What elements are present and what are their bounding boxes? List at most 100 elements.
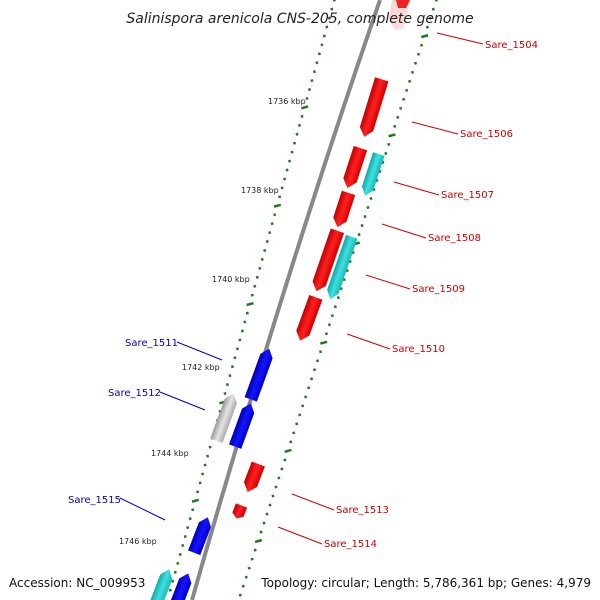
minor-tick <box>196 490 200 494</box>
minor-tick <box>280 467 284 471</box>
gene-arrow[interactable] <box>341 145 368 190</box>
minor-tick <box>293 141 297 145</box>
minor-tick <box>191 508 195 512</box>
minor-tick <box>255 275 259 279</box>
minor-tick <box>320 43 324 47</box>
map-title: Salinispora arenicola CNS-205, complete … <box>126 11 473 27</box>
minor-tick <box>268 503 272 507</box>
minor-tick <box>186 526 190 530</box>
gene-label[interactable]: Sare_1510 <box>392 344 445 355</box>
minor-tick <box>295 422 299 426</box>
minor-tick <box>399 106 403 110</box>
minor-tick <box>393 124 397 128</box>
minor-tick <box>402 97 406 101</box>
major-tick <box>301 105 309 110</box>
minor-tick <box>243 320 247 324</box>
major-tick <box>254 538 263 544</box>
minor-tick <box>310 79 314 83</box>
label-leaders <box>119 32 484 545</box>
gene-arrow[interactable] <box>148 567 175 600</box>
minor-tick <box>307 386 311 390</box>
minor-tick <box>298 413 302 417</box>
minor-tick <box>259 530 263 534</box>
gene-arrow[interactable] <box>231 503 248 520</box>
minor-tick <box>369 196 373 201</box>
minor-tick <box>327 16 331 20</box>
gene-label[interactable]: Sare_1513 <box>336 505 389 516</box>
minor-tick <box>419 43 423 47</box>
gene-arrow[interactable] <box>188 515 214 556</box>
gene-features <box>148 0 410 600</box>
minor-tick <box>241 584 245 588</box>
leader-line <box>176 341 223 361</box>
gene-arrow[interactable] <box>294 294 323 343</box>
minor-tick <box>223 391 227 396</box>
minor-tick <box>434 0 438 2</box>
gene-arrow[interactable] <box>167 571 194 600</box>
gene-label[interactable]: Sare_1507 <box>441 190 494 201</box>
minor-tick <box>280 186 284 190</box>
minor-tick <box>428 16 432 20</box>
minor-tick <box>295 132 299 136</box>
minor-tick <box>168 588 172 592</box>
gene-arrow[interactable] <box>310 228 345 293</box>
minor-tick <box>357 233 361 237</box>
minor-tick <box>416 52 421 56</box>
minor-tick <box>313 368 317 372</box>
leader-line <box>277 526 323 545</box>
gene-label[interactable]: Sare_1504 <box>485 40 538 51</box>
gene-arrow[interactable] <box>210 391 239 443</box>
minor-tick <box>208 445 212 449</box>
minor-tick <box>230 365 234 369</box>
minor-tick <box>244 575 248 579</box>
minor-tick <box>240 329 244 333</box>
minor-tick <box>235 347 239 351</box>
gene-arrow[interactable] <box>359 152 385 198</box>
topology-text: Topology: circular; Length: 5,786,361 bp… <box>260 576 591 590</box>
minor-tick <box>203 463 207 467</box>
footer-left-bg <box>0 571 150 593</box>
minor-tick <box>312 70 316 74</box>
minor-tick <box>330 7 334 11</box>
gene-arrow[interactable] <box>331 190 356 230</box>
minor-tick <box>253 548 257 552</box>
genome-backbone <box>190 0 382 600</box>
minor-tick <box>322 34 326 38</box>
minor-tick <box>271 494 275 498</box>
footer-right-bg <box>256 571 600 593</box>
minor-tick <box>384 151 388 155</box>
kbp-label: 1738 kbp <box>241 186 279 195</box>
gene-label[interactable]: Sare_1514 <box>324 539 377 550</box>
minor-tick <box>290 150 294 154</box>
gene-arrow[interactable] <box>325 234 358 301</box>
gene-arrow[interactable] <box>229 401 257 449</box>
gene-label[interactable]: Sare_1509 <box>412 284 465 295</box>
gene-label[interactable]: Sare_1508 <box>428 233 481 244</box>
kbp-label: 1742 kbp <box>182 363 220 372</box>
gene-label[interactable]: Sare_1515 <box>68 495 121 506</box>
minor-tick <box>183 535 187 539</box>
minor-tick <box>238 338 242 342</box>
minor-tick <box>206 454 210 458</box>
gene-label[interactable]: Sare_1506 <box>460 129 513 140</box>
gene-arrow[interactable] <box>396 0 410 8</box>
minor-tick <box>315 359 320 363</box>
minor-tick <box>292 431 296 435</box>
minor-tick <box>201 472 205 476</box>
minor-tick <box>307 88 311 92</box>
minor-tick <box>366 205 370 210</box>
minor-tick <box>304 395 308 399</box>
minor-tick <box>253 284 257 288</box>
minor-tick <box>277 476 281 480</box>
gene-labels-right: Sare_1504 Sare_1506 Sare_1507 Sare_1508 … <box>324 40 538 550</box>
gene-label[interactable]: Sare_1511 <box>125 338 178 349</box>
major-tick <box>319 340 328 345</box>
leader-line <box>119 497 166 521</box>
gene-arrow[interactable] <box>241 461 265 494</box>
minor-tick <box>363 215 367 219</box>
gene-arrow[interactable] <box>358 77 389 138</box>
gene-arrow[interactable] <box>244 346 276 402</box>
minor-tick <box>285 168 289 172</box>
gene-label[interactable]: Sare_1512 <box>108 388 161 399</box>
